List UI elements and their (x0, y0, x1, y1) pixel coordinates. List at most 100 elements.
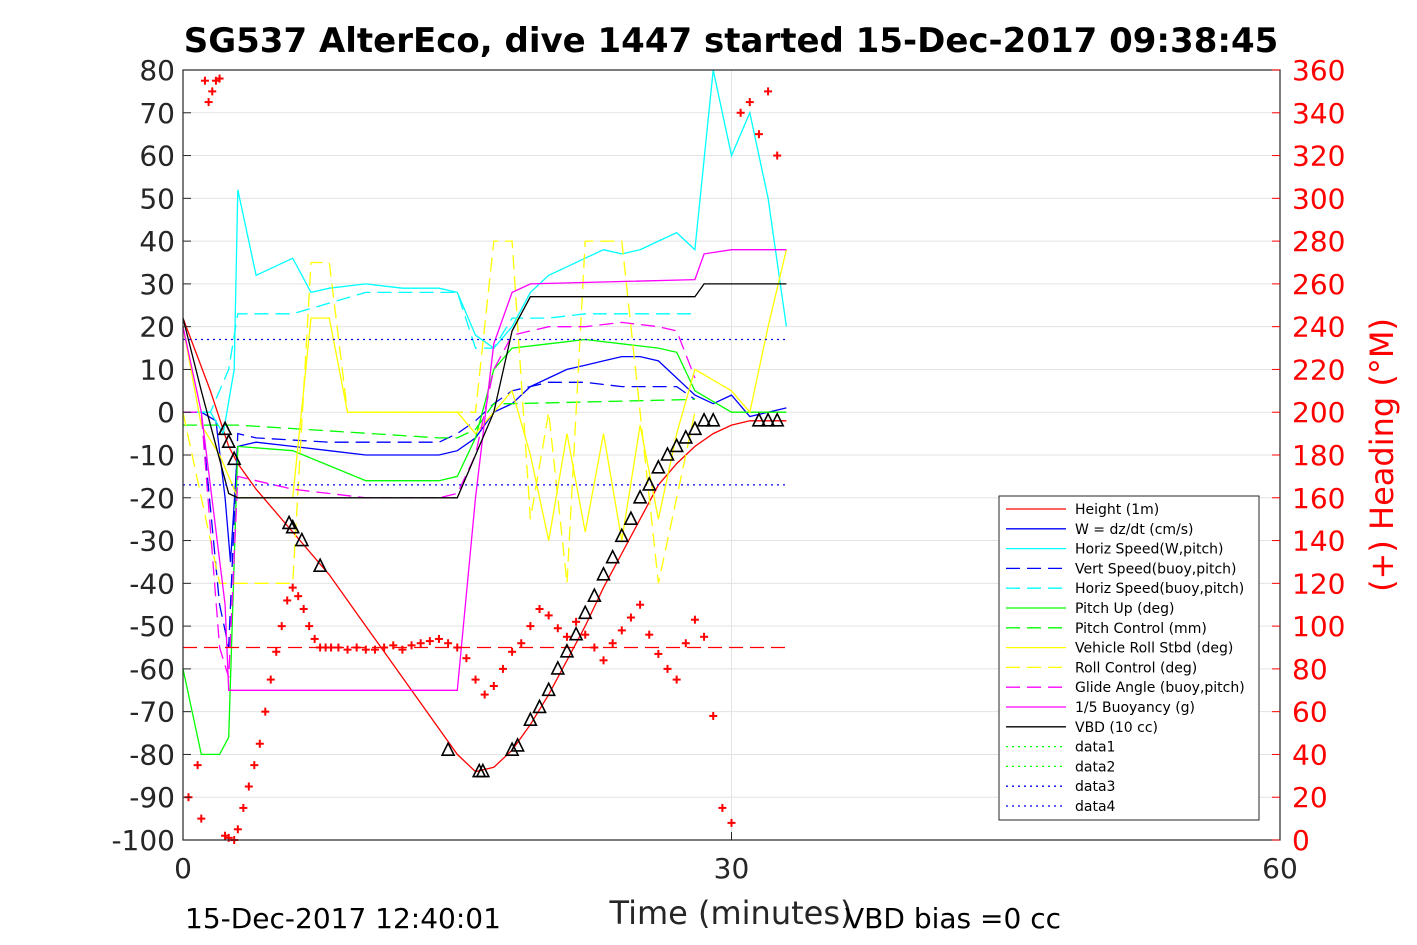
position-marker (651, 459, 666, 474)
heading-point (277, 622, 286, 631)
heading-point (434, 634, 443, 643)
heading-point (416, 639, 425, 648)
right-axis-label: (+) Heading (°M) (1363, 318, 1401, 592)
footer-timestamp: 15-Dec-2017 12:40:01 (185, 902, 501, 935)
legend-label: 1/5 Buoyancy (g) (1075, 700, 1195, 716)
heading-point (370, 645, 379, 654)
heading-point (352, 643, 361, 652)
right-tick-label: 200 (1292, 396, 1345, 429)
heading-point (334, 643, 343, 652)
series-line-6 (182, 338, 787, 756)
heading-point (626, 613, 635, 622)
right-tick-label: 280 (1292, 225, 1345, 258)
left-tick-label: 60 (139, 140, 175, 173)
left-tick-label: 70 (139, 97, 175, 130)
heading-point (690, 615, 699, 624)
position-marker (221, 433, 237, 448)
heading-point (197, 814, 206, 823)
legend-item: data2 (1006, 759, 1115, 775)
legend-items: Height (1m) W = dz/dt (cm/s) Horiz Speed(W… (1006, 502, 1245, 815)
right-tick-label: 20 (1292, 781, 1328, 814)
position-marker (294, 531, 310, 547)
position-marker (660, 446, 675, 461)
heading-point (709, 711, 718, 720)
position-marker-layer (217, 411, 785, 778)
heading-point (608, 639, 617, 648)
legend-label: data3 (1075, 779, 1115, 795)
position-marker (623, 510, 639, 525)
heading-point (389, 641, 398, 650)
heading-point (310, 634, 319, 643)
right-tick-label: 120 (1292, 567, 1345, 600)
legend-label: Height (1m) (1075, 502, 1159, 518)
left-tick-label: -40 (129, 567, 175, 600)
legend-label: Pitch Control (mm) (1075, 621, 1207, 637)
left-tick-label: -70 (129, 696, 175, 729)
heading-point (562, 632, 571, 641)
left-tick-label: -30 (129, 525, 175, 558)
x-tick-label: 0 (174, 852, 192, 885)
legend-label: VBD (10 cc) (1075, 720, 1158, 736)
right-tick-label: 320 (1292, 140, 1345, 173)
heading-point (617, 626, 626, 635)
legend-item: data3 (1006, 779, 1115, 795)
position-marker (568, 625, 584, 641)
position-marker (687, 420, 703, 436)
left-tick-label: -60 (129, 653, 175, 686)
position-marker (641, 476, 657, 491)
x-tick-label: 60 (1262, 852, 1298, 885)
heading-point (581, 630, 590, 639)
heading-point (244, 782, 253, 791)
series-line-11 (182, 249, 787, 691)
position-marker (751, 411, 767, 427)
position-marker (532, 698, 547, 714)
position-marker (541, 681, 556, 697)
position-marker (285, 518, 300, 534)
heading-point (200, 76, 209, 85)
position-marker (226, 450, 242, 466)
footer-vbd-bias: VBD bias =0 cc (845, 902, 1061, 935)
legend-label: Glide Angle (buoy,pitch) (1075, 680, 1245, 696)
heading-point (508, 647, 517, 656)
heading-point (544, 611, 553, 620)
right-tick-label: 180 (1292, 439, 1345, 472)
heading-point (526, 622, 535, 631)
x-axis: 0 30 60 (174, 832, 1298, 885)
legend-item: data1 (1006, 740, 1115, 756)
legend-label: Vehicle Roll Stbd (deg) (1075, 641, 1233, 657)
series-layer (182, 69, 788, 773)
position-marker (523, 711, 538, 727)
heading-point (471, 675, 480, 684)
heading-point (700, 632, 709, 641)
series-line-3 (183, 69, 788, 436)
heading-point (773, 151, 782, 160)
right-tick-label: 40 (1292, 738, 1328, 771)
heading-point (636, 600, 645, 609)
heading-point (239, 803, 248, 812)
heading-point (215, 74, 224, 83)
left-tick-label: 20 (139, 311, 175, 344)
legend-item: Glide Angle (buoy,pitch) (1006, 680, 1245, 696)
heading-point (288, 583, 297, 592)
heading-point (407, 641, 416, 650)
heading-point (305, 622, 314, 631)
heading-point (425, 637, 434, 646)
position-marker (312, 557, 328, 573)
right-tick-label: 0 (1292, 824, 1310, 857)
left-tick-label: 80 (139, 54, 175, 87)
right-tick-label: 80 (1292, 653, 1328, 686)
heading-point (453, 643, 462, 652)
heading-point (553, 624, 562, 633)
chart-title: SG537 AlterEco, dive 1447 started 15-Dec… (184, 21, 1279, 61)
position-marker (605, 548, 620, 564)
legend-label: Horiz Speed(buoy,pitch) (1075, 581, 1244, 597)
legend-item: VBD (10 cc) (1006, 720, 1158, 736)
left-tick-label: -50 (129, 610, 175, 643)
heading-point (398, 645, 407, 654)
heading-point (599, 656, 608, 665)
left-tick-label: 40 (139, 225, 175, 258)
legend-item: data4 (1006, 799, 1116, 815)
position-marker (440, 741, 456, 756)
position-marker (596, 565, 611, 581)
position-marker (587, 587, 602, 602)
